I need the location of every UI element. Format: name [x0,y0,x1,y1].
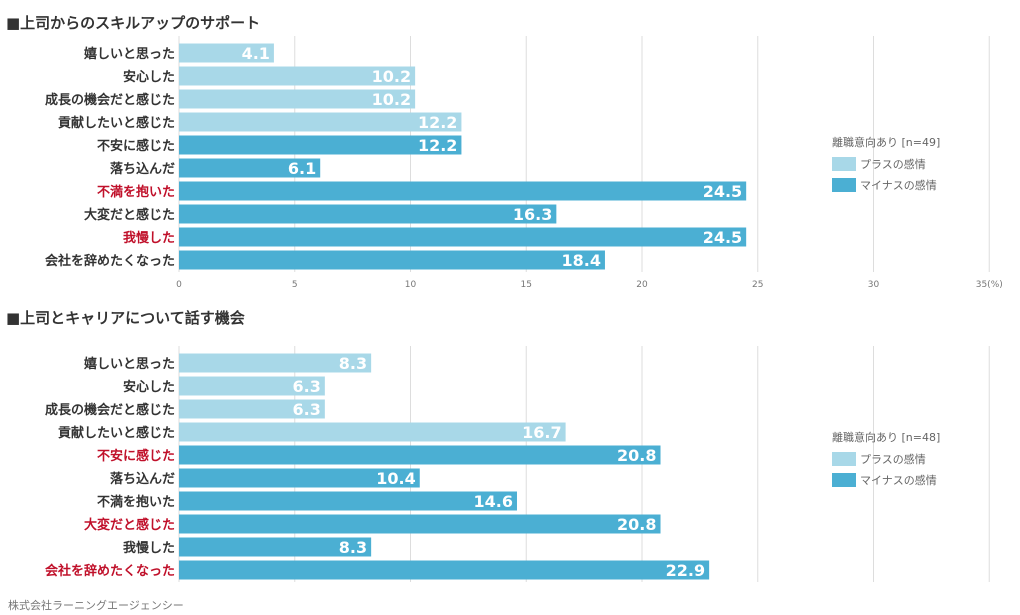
bar [179,514,661,534]
x-tick-label: 15 [521,280,532,290]
category-label: 安心した [123,379,175,395]
x-tick-label: 25 [752,280,763,290]
category-label: 嬉しいと思った [84,356,175,372]
bar [179,537,372,557]
bar [179,66,416,86]
data-label: 6.3 [293,400,321,419]
data-label: 16.7 [522,423,561,442]
bar [179,491,517,511]
bar [179,250,605,270]
data-label: 6.1 [288,159,316,178]
source-credit: 株式会社ラーニングエージェンシー [8,599,184,612]
chart-1-plot: 0 5 10 15 20 25 30 35(%) 嬉しいと思った 4.1 安心した 10.2 成長の機会… [45,36,1003,290]
category-label: 不満を抱いた [97,494,175,510]
x-tick-label: 20 [636,280,648,290]
category-label: 貢献したいと感じた [58,115,175,131]
bar [179,399,325,419]
bar [179,560,710,580]
legend-label-plus: プラスの感情 [860,453,926,466]
chart-2-legend-item-plus: プラスの感情 [832,451,992,467]
data-label: 18.4 [561,251,600,270]
chart-1-legend: 離職意向あり [n=49] プラスの感情 マイナスの感情 [832,134,992,198]
bar [179,112,462,132]
category-label: 不安に感じた [97,448,175,464]
chart-1-legend-item-plus: プラスの感情 [832,156,992,172]
chart-2-title: ■上司とキャリアについて話す機会 [6,309,245,327]
chart-2-legend-item-minus: マイナスの感情 [832,472,992,488]
data-label: 24.5 [703,228,742,247]
chart-2-legend: 離職意向あり [n=48] プラスの感情 マイナスの感情 [832,429,992,493]
category-label: 嬉しいと思った [84,46,175,62]
data-label: 6.3 [293,377,321,396]
data-label: 20.8 [617,446,656,465]
x-tick-label: 0 [176,280,182,290]
x-tick-label: 30 [868,280,880,290]
bar [179,468,420,488]
data-label: 12.2 [418,113,457,132]
chart-1-title: ■上司からのスキルアップのサポート [6,14,261,32]
data-label: 24.5 [703,182,742,201]
bar [179,89,416,109]
chart-2-legend-title: 離職意向あり [n=48] [832,431,941,444]
category-label: 貢献したいと感じた [58,425,175,441]
data-label: 20.8 [617,515,656,534]
category-label: 不安に感じた [97,138,175,154]
data-label: 4.1 [242,44,270,63]
data-label: 10.2 [372,90,411,109]
bar [179,445,661,465]
category-label: 落ち込んだ [110,161,175,177]
data-label: 12.2 [418,136,457,155]
data-label: 10.4 [376,469,415,488]
category-label: 不満を抱いた [97,184,175,200]
legend-label-plus: プラスの感情 [860,158,926,171]
legend-swatch-plus [832,452,856,466]
bar [179,422,566,442]
legend-swatch-minus [832,178,856,192]
bar [179,227,747,247]
bar [179,135,462,155]
x-tick-label: 35(%) [976,280,1003,290]
data-label: 10.2 [372,67,411,86]
category-label: 我慢した [123,540,175,556]
bar [179,181,747,201]
category-label: 会社を辞めたくなった [45,563,175,579]
bar [179,158,321,178]
legend-swatch-plus [832,157,856,171]
category-label: 成長の機会だと感じた [45,402,175,418]
chart-1-legend-item-minus: マイナスの感情 [832,177,992,193]
data-label: 8.3 [339,354,367,373]
bar [179,353,372,373]
x-tick-label: 10 [405,280,417,290]
category-label: 成長の機会だと感じた [45,92,175,108]
category-label: 我慢した [123,230,175,246]
x-tick-label: 5 [292,280,298,290]
bar [179,43,274,63]
data-label: 16.3 [513,205,552,224]
category-label: 落ち込んだ [110,471,175,487]
category-label: 大変だと感じた [84,207,175,223]
legend-label-minus: マイナスの感情 [860,179,937,192]
data-label: 22.9 [666,561,705,580]
category-label: 大変だと感じた [84,517,175,533]
bar [179,204,557,224]
data-label: 8.3 [339,538,367,557]
category-label: 安心した [123,69,175,85]
chart-2-plot: 05101520253035(%)嬉しいと思った8.3安心した6.3成長の機会だ… [45,346,990,582]
chart-1-legend-title: 離職意向あり [n=49] [832,136,941,149]
bar [179,376,325,396]
data-label: 14.6 [474,492,513,511]
category-label: 会社を辞めたくなった [45,253,175,269]
legend-label-minus: マイナスの感情 [860,474,937,487]
legend-swatch-minus [832,473,856,487]
